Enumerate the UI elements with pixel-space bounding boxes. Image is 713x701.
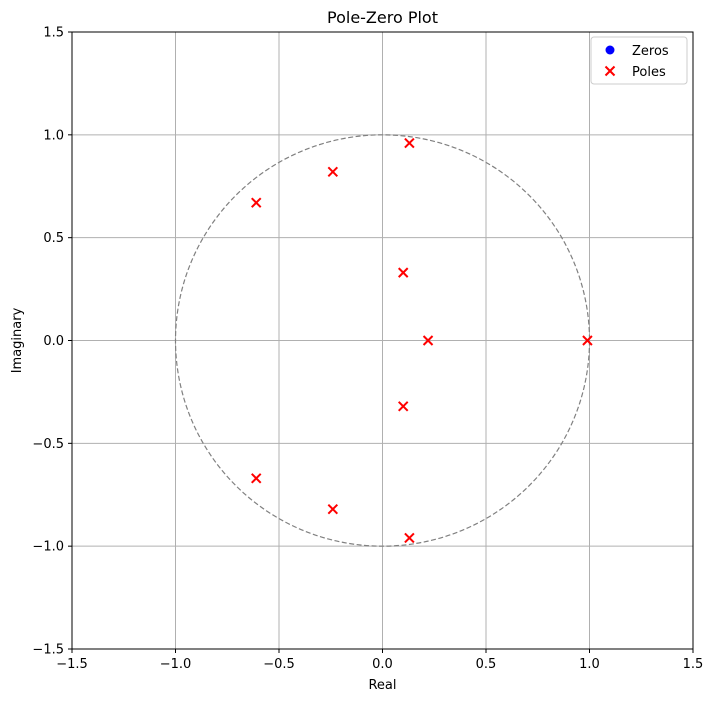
x-tick-label-5: 1.0 (579, 657, 600, 672)
y-axis-label: Imaginary (10, 307, 25, 373)
y-tick-label-1: −1.0 (32, 540, 64, 555)
legend-poles-label: Poles (632, 65, 666, 80)
pole-marker-1 (327, 166, 339, 178)
legend-zeros-label: Zeros (632, 44, 669, 59)
legend: Zeros Poles (590, 36, 688, 85)
pole-marker-4 (422, 335, 434, 346)
chart-title: Pole-Zero Plot (327, 8, 438, 27)
legend-box (590, 36, 688, 85)
x-tick-label-0: −1.5 (56, 657, 88, 672)
pole-marker-9 (404, 532, 415, 544)
x-axis-label: Real (368, 678, 396, 693)
y-tick-label-5: 1.0 (43, 128, 64, 143)
pole-marker-5 (582, 335, 593, 346)
y-tick-label-0: −1.5 (32, 643, 64, 658)
y-tick-label-3: 0.0 (43, 334, 64, 349)
x-tick-label-6: 1.5 (683, 657, 704, 672)
y-tick-label-2: −0.5 (32, 437, 64, 452)
unit-circle-layer (174, 134, 591, 547)
x-tick-label-2: −0.5 (263, 657, 295, 672)
ticks-layer: −1.5 −1.0 −0.5 0.0 0.5 1.0 1.5 −1.5 −1.0 −0.5 0.0 0… (32, 26, 703, 673)
pole-marker-2 (251, 197, 262, 208)
legend-poles-marker (604, 65, 616, 77)
y-tick-label-4: 0.5 (43, 231, 64, 246)
pole-marker-6 (397, 401, 409, 412)
pole-marker-8 (327, 503, 339, 515)
x-tick-label-4: 0.5 (476, 657, 497, 672)
pole-marker-0 (404, 137, 415, 149)
y-tick-label-6: 1.5 (43, 26, 64, 41)
legend-zeros-marker (605, 45, 615, 55)
unit-circle (174, 134, 591, 547)
pole-marker-3 (397, 267, 409, 278)
data-points-layer (251, 137, 593, 544)
pole-marker-7 (251, 473, 262, 484)
x-tick-label-1: −1.0 (160, 657, 192, 672)
x-tick-label-3: 0.0 (372, 657, 393, 672)
grid-layer (71, 31, 694, 650)
